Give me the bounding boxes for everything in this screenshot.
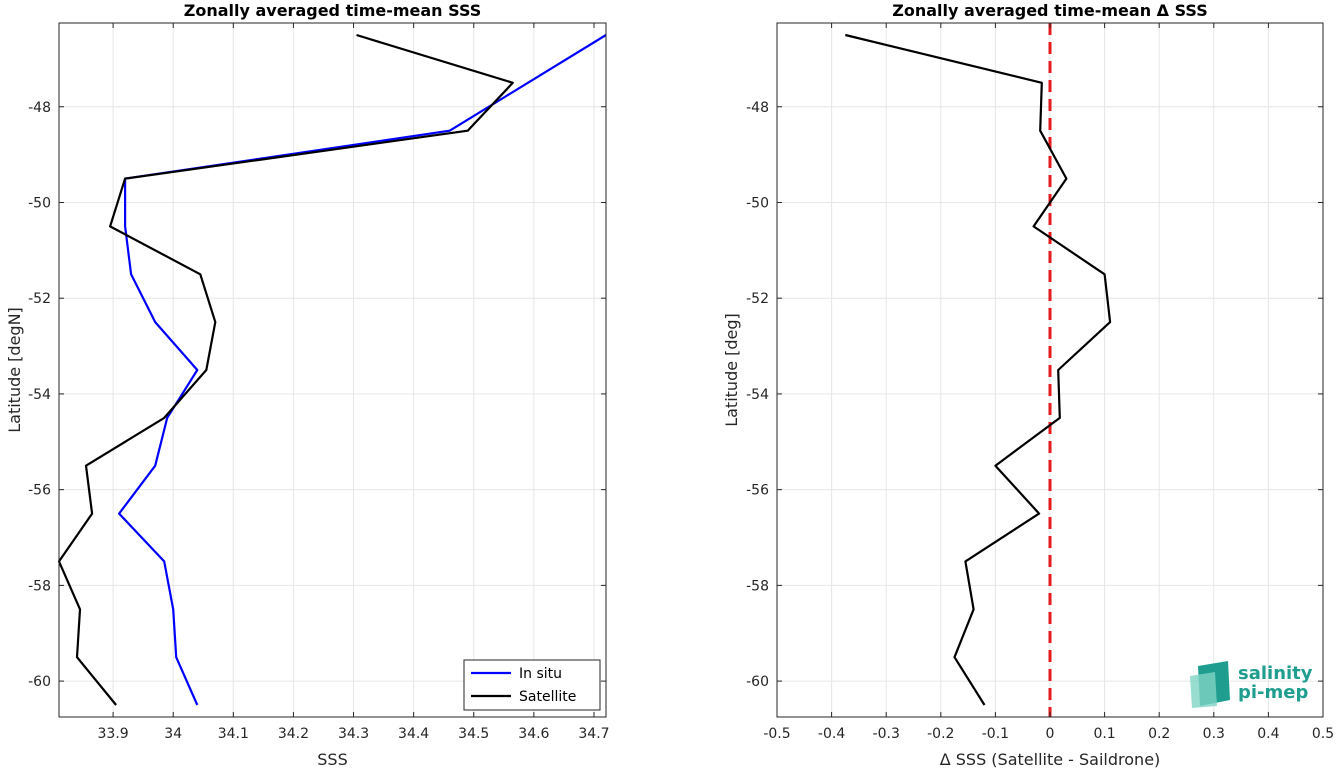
x-tick-label: 33.9 [98,726,129,742]
chart-delta-sss: -0.5 -0.4 -0.3 -0.2 -0.1 0 0.1 0.2 0.3 0.4 0.5 -60 -… [722,1,1334,769]
series-line-satellite [57,33,514,706]
x-tick-label: 0.2 [1148,726,1170,742]
x-tick-label: 34.5 [458,726,489,742]
x-axis-label: Δ SSS (Satellite - Saildrone) [940,750,1161,769]
logo-line1: salinity [1238,663,1313,684]
y-tick-label: -58 [746,578,769,594]
series-line-in-situ [117,34,607,706]
logo-wave-icon [1190,672,1217,708]
x-tick-label: 34.2 [278,726,309,742]
x-tick-label: -0.5 [763,726,790,742]
x-tick-label: 34.1 [218,726,249,742]
axes-frame [58,22,607,718]
chart-title: Zonally averaged time-mean Δ SSS [892,1,1208,20]
y-axis-label: Latitude [deg] [722,313,741,427]
x-tick-label: -0.4 [818,726,845,742]
y-tick-label: -54 [28,387,51,403]
y-tick-label: -50 [746,195,769,211]
y-tick-label: -54 [746,387,769,403]
x-tick-label: 34.3 [338,726,369,742]
y-tick-label: -60 [746,674,769,690]
x-tick-label: -0.1 [982,726,1009,742]
y-tick-label: -50 [28,195,51,211]
x-tick-label: 34.6 [518,726,549,742]
x-tick-label: -0.3 [873,726,900,742]
x-tick-label: 34 [164,726,182,742]
y-tick-label: -48 [28,100,51,116]
series-line-0 [845,33,1112,706]
y-tick-label: -58 [28,578,51,594]
chart-sss: 33.9 34 34.1 34.2 34.3 34.4 34.5 34.6 34.7 -60 -58… [5,1,610,769]
x-tick-label: 0.1 [1093,726,1115,742]
x-tick-label: 0.3 [1203,726,1225,742]
y-tick-label: -56 [28,483,51,499]
y-axis-label: Latitude [degN] [5,307,24,433]
x-tick-label: 0 [1046,726,1055,742]
x-tick-label: 0.4 [1257,726,1279,742]
y-tick-label: -60 [28,674,51,690]
x-tick-label: 34.7 [578,726,609,742]
legend-label: Satellite [519,689,576,705]
salinity-pimep-logo: salinity pi-mep [1190,661,1313,708]
chart-title: Zonally averaged time-mean SSS [184,1,482,20]
logo-line2: pi-mep [1238,682,1308,703]
x-tick-label: 0.5 [1312,726,1334,742]
x-axis-label: SSS [317,750,347,769]
y-tick-label: -56 [746,483,769,499]
legend-box [463,659,601,711]
y-tick-label: -52 [746,291,769,307]
legend-label: In situ [519,666,562,682]
y-tick-label: -52 [28,291,51,307]
plot-area [59,23,606,717]
legend: In situ Satellite [463,659,601,711]
y-tick-label: -48 [746,100,769,116]
x-tick-label: -0.2 [927,726,954,742]
x-tick-label: 34.4 [398,726,429,742]
